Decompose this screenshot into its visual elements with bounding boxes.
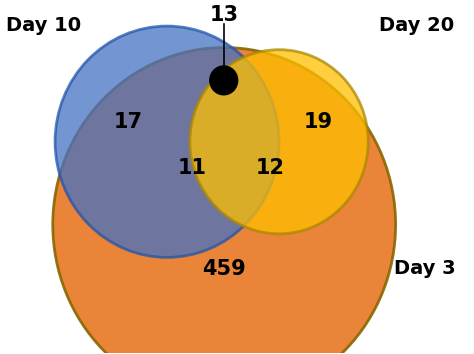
Text: 17: 17 [114, 112, 143, 132]
Ellipse shape [55, 26, 279, 257]
Text: Day 3: Day 3 [394, 259, 456, 278]
Ellipse shape [53, 47, 396, 354]
Text: 11: 11 [178, 158, 207, 178]
Text: 13: 13 [209, 5, 238, 25]
Text: 459: 459 [202, 259, 246, 279]
Text: Day 10: Day 10 [6, 16, 81, 35]
Ellipse shape [209, 65, 238, 96]
Text: Day 20: Day 20 [379, 16, 454, 35]
Text: 19: 19 [303, 112, 332, 132]
Text: 12: 12 [255, 158, 284, 178]
Ellipse shape [190, 50, 368, 234]
